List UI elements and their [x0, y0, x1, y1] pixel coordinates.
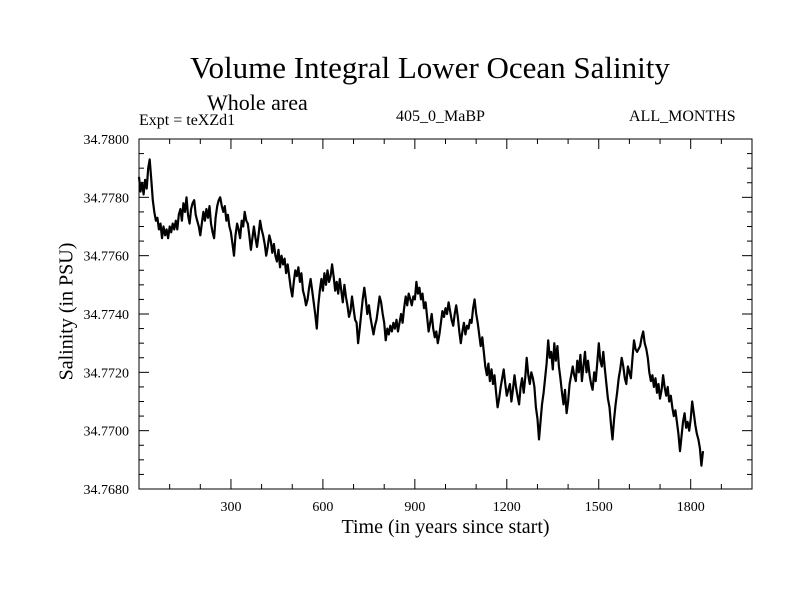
y-tick-label: 34.7720	[84, 366, 130, 381]
x-tick-label: 1500	[585, 500, 613, 515]
y-tick-label: 34.7780	[84, 191, 130, 206]
y-tick-label: 34.7800	[84, 133, 130, 148]
y-tick-label: 34.7700	[84, 425, 130, 440]
x-tick-label: 900	[404, 500, 425, 515]
period-label: 405_0_MaBP	[396, 108, 485, 125]
x-tick-label: 1200	[493, 500, 521, 515]
tick-labels: 300 600 900 1200 1500 1800 34.7680 34.7700 34.77…	[84, 133, 705, 515]
months-label: ALL_MONTHS	[629, 108, 736, 125]
x-tick-label: 600	[312, 500, 333, 515]
y-tick-label: 34.7740	[84, 308, 130, 323]
y-tick-label: 34.7680	[84, 483, 130, 498]
series-line-salinity	[137, 158, 705, 467]
axis-ticks	[139, 139, 752, 489]
x-tick-label: 300	[220, 500, 241, 515]
chart-title: Volume Integral Lower Ocean Salinity	[190, 50, 670, 85]
x-axis-label: Time (in years since start)	[341, 516, 550, 538]
plot-frame	[138, 138, 753, 490]
experiment-label: Expt = teXZd1	[139, 112, 236, 129]
chart-subtitle: Whole area	[207, 90, 308, 115]
y-tick-label: 34.7760	[84, 250, 130, 265]
x-tick-label: 1800	[677, 500, 705, 515]
